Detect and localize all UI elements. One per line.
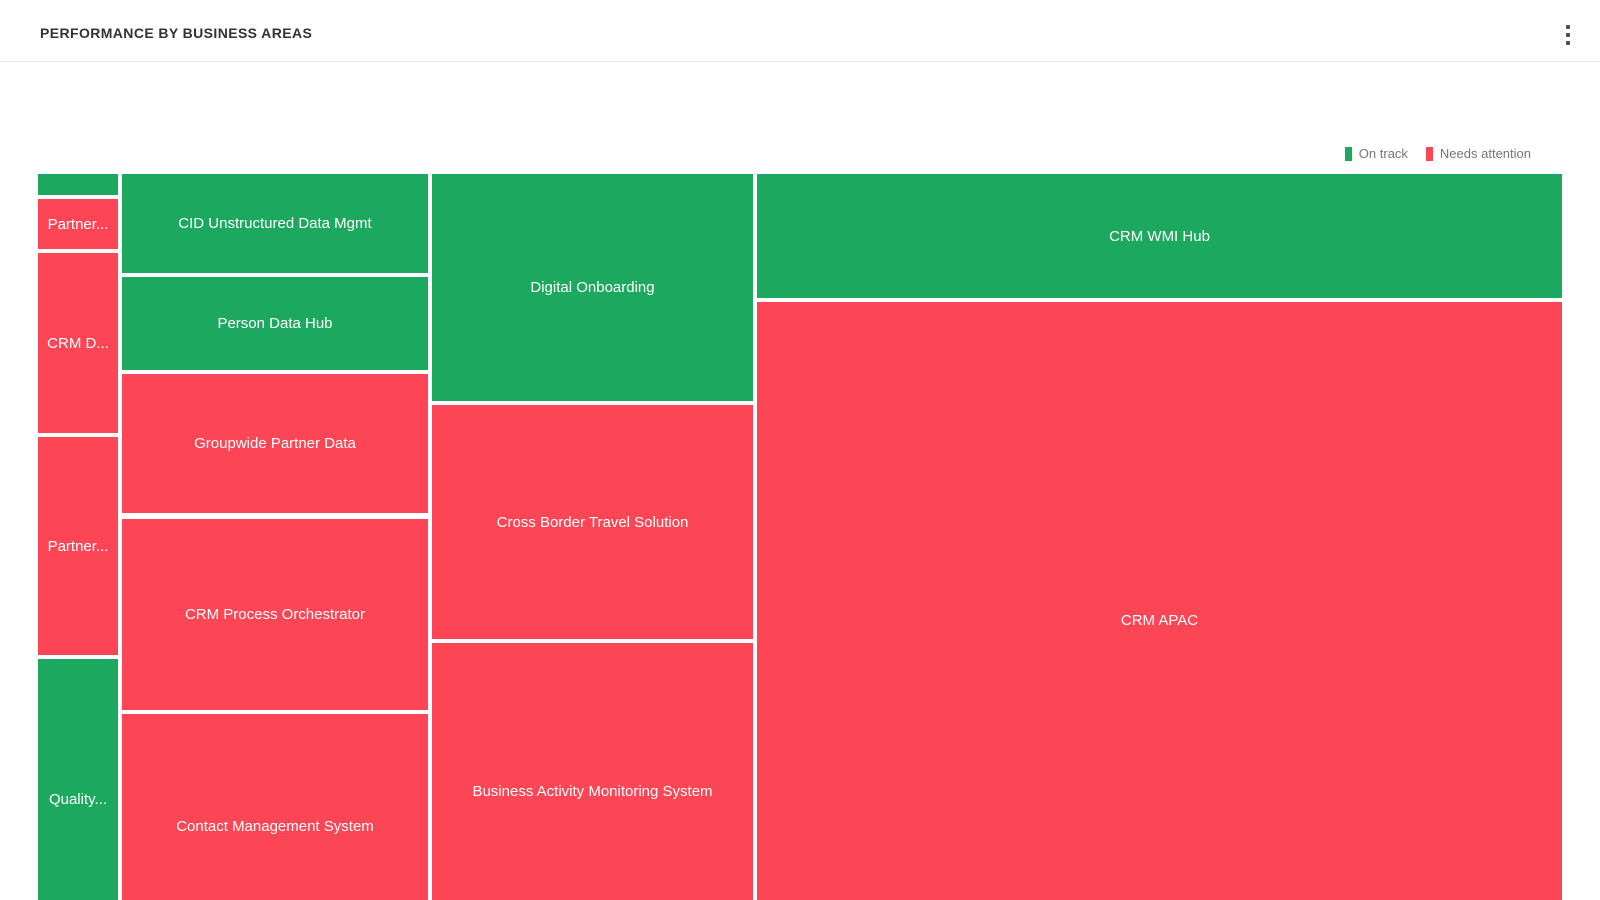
treemap-tile[interactable]: CID Unstructured Data Mgmt xyxy=(122,174,428,273)
treemap-tile-label: CRM WMI Hub xyxy=(1109,227,1210,245)
treemap-tile[interactable]: Digital Onboarding xyxy=(432,174,753,401)
treemap-tile[interactable]: CRM Process Orchestrator xyxy=(122,519,428,710)
treemap-tile[interactable]: Contact Management System xyxy=(122,714,428,900)
treemap-tile[interactable]: Partner... xyxy=(38,437,118,655)
card-title: PERFORMANCE BY BUSINESS AREAS xyxy=(40,25,313,41)
treemap-tile[interactable]: Person Data Hub xyxy=(122,277,428,370)
treemap-tile[interactable] xyxy=(38,174,118,195)
treemap-tile-label: CRM APAC xyxy=(1120,612,1199,629)
treemap-tile[interactable]: Partner... xyxy=(38,199,118,249)
legend-swatch xyxy=(1425,146,1433,161)
legend: On track Needs attention xyxy=(1344,146,1531,161)
legend-label: Needs attention xyxy=(1439,146,1531,161)
treemap-tile[interactable]: CRM D... xyxy=(38,253,118,433)
treemap-tile[interactable]: Quality... xyxy=(38,659,118,900)
treemap-tile-label: Partner... xyxy=(47,537,109,555)
treemap-tile[interactable]: Groupwide Partner Data xyxy=(122,374,428,513)
treemap-tile-label: Person Data Hub xyxy=(217,315,333,332)
treemap: Partner... CRM D... Partner... Quality... CI… xyxy=(38,174,1562,900)
legend-swatch xyxy=(1344,146,1352,161)
treemap-tile-label: Contact Management System xyxy=(176,818,374,835)
treemap-tile-label: CID Unstructured Data Mgmt xyxy=(178,215,372,232)
kebab-menu-icon[interactable] xyxy=(1554,17,1582,53)
kebab-dot xyxy=(1566,25,1570,29)
treemap-tile[interactable]: Cross Border Travel Solution xyxy=(432,405,753,639)
card-header: PERFORMANCE BY BUSINESS AREAS xyxy=(0,0,1600,62)
treemap-tile-label: Digital Onboarding xyxy=(530,279,655,296)
treemap-tile-label: Partner... xyxy=(47,215,109,233)
treemap-tile-label: Business Activity Monitoring System xyxy=(472,782,713,800)
treemap-tile[interactable]: Business Activity Monitoring System xyxy=(432,643,753,900)
legend-item[interactable]: Needs attention xyxy=(1425,146,1531,161)
treemap-tile-label: Quality... xyxy=(48,790,108,808)
treemap-tile-label: CRM Process Orchestrator xyxy=(184,606,366,623)
legend-item[interactable]: On track xyxy=(1344,146,1408,161)
treemap-tile[interactable]: CRM WMI Hub xyxy=(757,174,1562,298)
treemap-tile-label: Groupwide Partner Data xyxy=(194,435,356,452)
legend-label: On track xyxy=(1358,146,1408,161)
treemap-tile-label: Cross Border Travel Solution xyxy=(496,513,689,531)
kebab-dot xyxy=(1566,41,1570,45)
kebab-dot xyxy=(1566,33,1570,37)
treemap-tile-label: CRM D... xyxy=(47,334,109,352)
treemap-tile[interactable]: CRM APAC xyxy=(757,302,1562,900)
treemap-chart-area: On track Needs attention Partner... CRM D.… xyxy=(0,62,1600,900)
